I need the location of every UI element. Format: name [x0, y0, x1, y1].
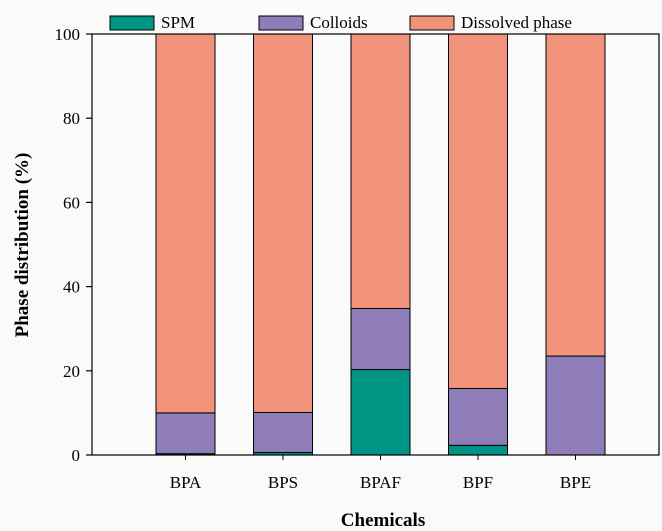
- y-tick-label: 80: [63, 109, 80, 128]
- bar-segment-bpaf-spm: [350, 369, 411, 456]
- bar-segment-bpaf-colloids: [350, 307, 411, 371]
- plot-frame: [91, 33, 660, 456]
- x-tick-label: BPA: [170, 473, 202, 492]
- bar-segment-bpa-dissolved-phase: [155, 33, 216, 414]
- bar-segment-bps-dissolved-phase: [253, 33, 313, 413]
- legend-swatch-colloids: [258, 15, 304, 31]
- y-tick-label: 60: [63, 193, 80, 212]
- legend-label-dissolved-phase: Dissolved phase: [461, 13, 572, 32]
- y-axis-title: Phase distribution (%): [12, 153, 33, 338]
- x-tick-label: BPF: [463, 473, 493, 492]
- x-axis: BPA BPS BPAF BPF BPE: [170, 455, 591, 492]
- bar-segment-bpe-colloids: [545, 355, 606, 456]
- legend-label-colloids: Colloids: [310, 13, 368, 32]
- bar-segment-bpf-spm: [448, 444, 508, 456]
- bar-segment-bps-colloids: [253, 411, 313, 453]
- y-axis: 0 20 40 60 80 100: [55, 25, 92, 465]
- bar-segment-bpe-dissolved-phase: [545, 33, 606, 357]
- legend-swatch-dissolved-phase: [409, 15, 455, 31]
- y-tick-label: 20: [63, 362, 80, 381]
- bar-segment-bpa-colloids: [155, 412, 216, 455]
- bar-segment-bpf-colloids: [448, 387, 508, 446]
- y-tick-label: 0: [72, 446, 81, 465]
- bar-segment-bpf-dissolved-phase: [448, 33, 508, 389]
- legend: SPM Colloids Dissolved phase: [109, 13, 572, 32]
- bars: [155, 33, 606, 456]
- bar-segment-bpaf-dissolved-phase: [350, 33, 411, 309]
- y-tick-label: 40: [63, 278, 80, 297]
- y-tick-label: 100: [55, 25, 81, 44]
- x-tick-label: BPE: [560, 473, 591, 492]
- x-tick-label: BPS: [268, 473, 298, 492]
- legend-label-spm: SPM: [161, 13, 195, 32]
- x-axis-title: Chemicals: [341, 510, 425, 531]
- legend-swatch-spm: [109, 15, 155, 31]
- x-tick-label: BPAF: [360, 473, 401, 492]
